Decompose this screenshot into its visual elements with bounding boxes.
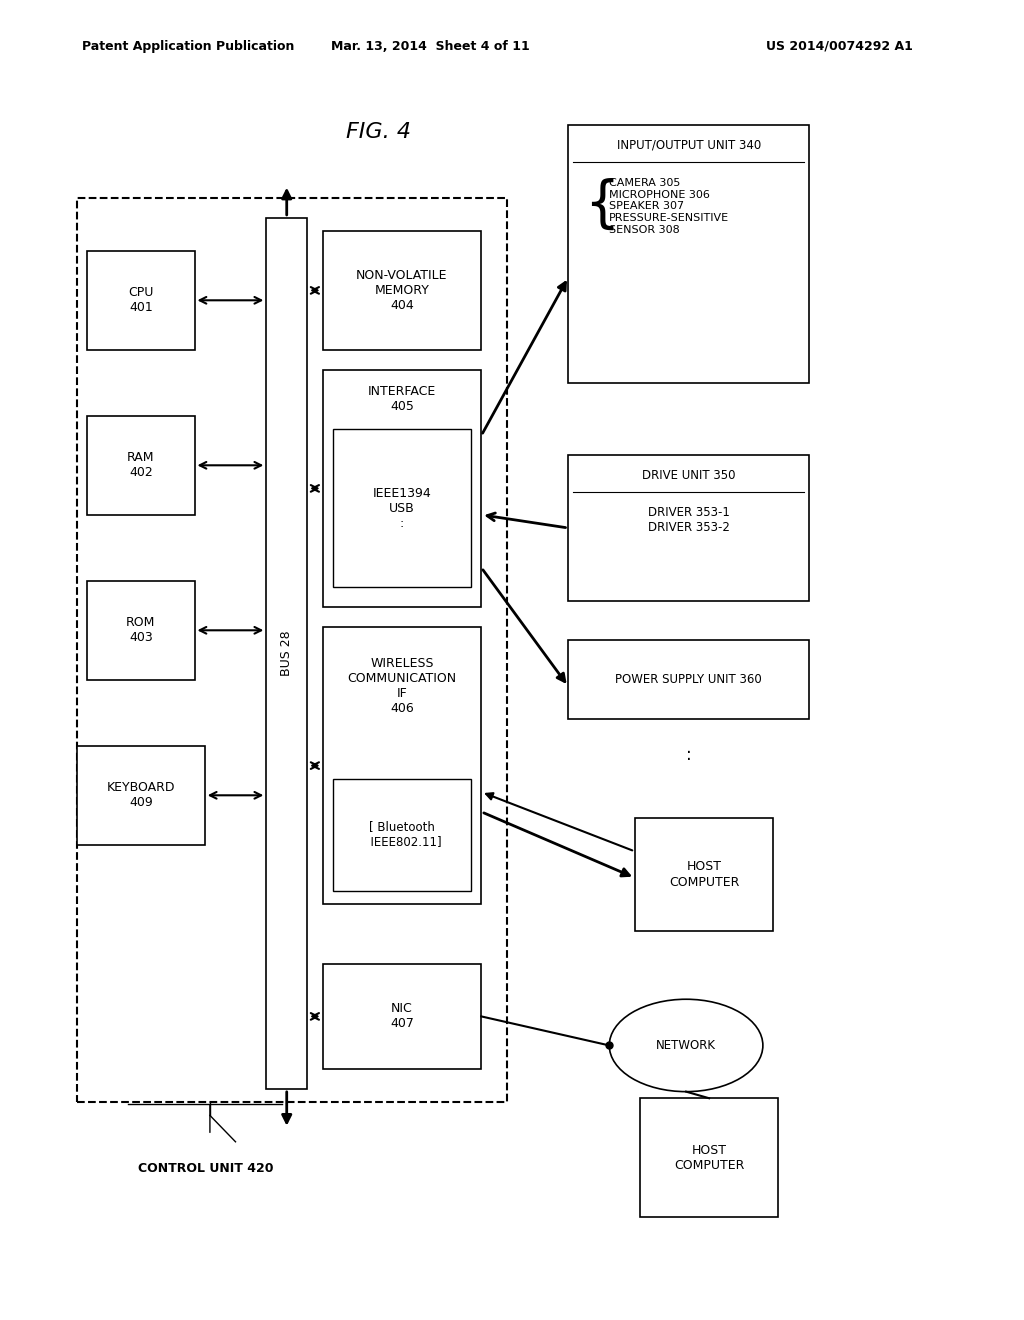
Text: NON-VOLATILE
MEMORY
404: NON-VOLATILE MEMORY 404 (356, 269, 447, 312)
Text: IEEE1394
USB
:: IEEE1394 USB : (373, 487, 431, 529)
FancyBboxPatch shape (640, 1098, 778, 1217)
FancyBboxPatch shape (568, 125, 809, 383)
FancyBboxPatch shape (323, 231, 481, 350)
Text: HOST
COMPUTER: HOST COMPUTER (669, 861, 739, 888)
Text: [ Bluetooth
  IEEE802.11]: [ Bluetooth IEEE802.11] (362, 820, 441, 849)
Text: WIRELESS
COMMUNICATION
IF
406: WIRELESS COMMUNICATION IF 406 (347, 657, 457, 715)
Text: CAMERA 305
MICROPHONE 306
SPEAKER 307
PRESSURE-SENSITIVE
SENSOR 308: CAMERA 305 MICROPHONE 306 SPEAKER 307 PR… (609, 178, 729, 235)
Text: RAM
402: RAM 402 (127, 451, 155, 479)
Text: FIG. 4: FIG. 4 (346, 121, 412, 143)
Text: INPUT/OUTPUT UNIT 340: INPUT/OUTPUT UNIT 340 (616, 139, 761, 152)
FancyBboxPatch shape (77, 746, 205, 845)
Text: {: { (584, 178, 620, 232)
FancyBboxPatch shape (323, 370, 481, 607)
Text: DRIVE UNIT 350: DRIVE UNIT 350 (642, 469, 735, 482)
FancyBboxPatch shape (87, 251, 195, 350)
FancyBboxPatch shape (87, 581, 195, 680)
Text: KEYBOARD
409: KEYBOARD 409 (106, 781, 175, 809)
Text: CPU
401: CPU 401 (128, 286, 154, 314)
FancyBboxPatch shape (635, 818, 773, 931)
Ellipse shape (609, 999, 763, 1092)
FancyBboxPatch shape (323, 964, 481, 1069)
FancyBboxPatch shape (333, 779, 471, 891)
FancyBboxPatch shape (266, 218, 307, 1089)
Text: INTERFACE
405: INTERFACE 405 (368, 384, 436, 413)
Text: NIC
407: NIC 407 (390, 1002, 414, 1031)
FancyBboxPatch shape (333, 429, 471, 587)
Text: CONTROL UNIT 420: CONTROL UNIT 420 (138, 1162, 273, 1175)
FancyBboxPatch shape (87, 416, 195, 515)
Text: US 2014/0074292 A1: US 2014/0074292 A1 (766, 40, 913, 53)
Text: Patent Application Publication: Patent Application Publication (82, 40, 294, 53)
Text: INTERFACE
405: INTERFACE 405 (368, 474, 436, 503)
Text: :: : (686, 746, 691, 764)
Text: POWER SUPPLY UNIT 360: POWER SUPPLY UNIT 360 (615, 673, 762, 686)
Text: DRIVER 353-1
DRIVER 353-2: DRIVER 353-1 DRIVER 353-2 (648, 506, 729, 533)
FancyBboxPatch shape (568, 455, 809, 601)
FancyBboxPatch shape (568, 640, 809, 719)
FancyBboxPatch shape (323, 627, 481, 904)
Text: Mar. 13, 2014  Sheet 4 of 11: Mar. 13, 2014 Sheet 4 of 11 (331, 40, 529, 53)
Text: NETWORK: NETWORK (656, 1039, 716, 1052)
Text: BUS 28: BUS 28 (281, 631, 293, 676)
Text: HOST
COMPUTER: HOST COMPUTER (674, 1143, 744, 1172)
Text: ROM
403: ROM 403 (126, 616, 156, 644)
